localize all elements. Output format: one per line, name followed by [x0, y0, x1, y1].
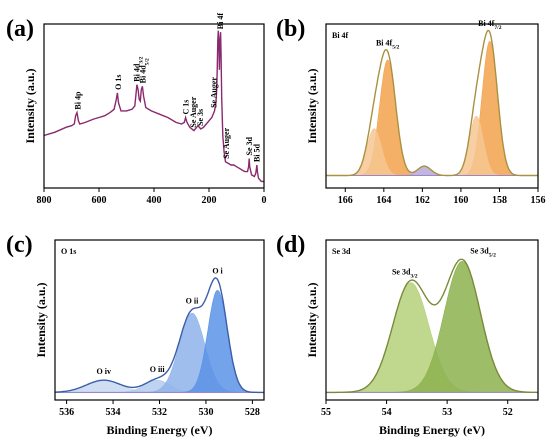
x-tick-label-c-2: 532 [152, 407, 167, 418]
plot-frame-d [325, 239, 539, 401]
x-tick-label-c-4: 528 [245, 407, 260, 418]
x-tick-label-d-2: 53 [442, 407, 452, 418]
panel-d: (d) 55 54 53 52 Binding Energy (eV) Intensity … [276, 232, 539, 437]
y-axis-label-c: Intensity (a.u.) [34, 282, 48, 357]
fit-peak-b-3 [326, 40, 538, 176]
annotation-d-1: Se 3d5/2 [470, 246, 496, 258]
plot-frame-b [325, 23, 539, 189]
fit-peak-b-0 [326, 59, 538, 176]
x-tick-label-d-3: 52 [503, 407, 513, 418]
plot-area-d [326, 258, 538, 394]
plot-area-b [326, 29, 538, 177]
plot-area-c [55, 277, 264, 394]
annotation-b-0: Bi 4f5/2 [376, 38, 400, 50]
x-tick-label-b-5: 156 [531, 195, 546, 206]
panel-label-b: (b) [276, 16, 305, 42]
fit-peak-d-1 [326, 261, 538, 393]
panel-c: (c) 536 534 532 530 528 Binding Energy (eV) Int… [6, 232, 265, 437]
x-tick-label-d-1: 54 [382, 407, 392, 418]
panel-b: (b) 166 164 162 160 158 156 Intensity (a.u.) Bi … [276, 16, 546, 206]
panel-a: (a) 800 600 400 200 0 Intensity (a.u.) Bi 4p O 1… [6, 13, 267, 206]
annotation-a-9: Se Auger [222, 127, 231, 158]
panel-label-c: (c) [6, 232, 33, 258]
envelope-line-c [55, 277, 264, 394]
y-axis-label-a: Intensity (a.u.) [23, 68, 37, 143]
x-tick-label-b-4: 158 [492, 195, 507, 206]
x-tick-label-c-1: 534 [106, 407, 121, 418]
x-tick-label-a-2: 400 [147, 195, 162, 206]
x-axis-label-c: Binding Energy (eV) [106, 423, 212, 437]
panel-title-d: Se 3d [332, 247, 351, 256]
annotation-d-0: Se 3d3/2 [392, 267, 418, 279]
annotation-b-1: Bi 4f7/2 [478, 19, 502, 31]
annotation-c-3: O i [212, 267, 223, 276]
y-axis-label-b: Intensity (a.u.) [305, 68, 319, 143]
x-tick-label-b-0: 166 [338, 195, 353, 206]
x-tick-label-c-0: 536 [59, 407, 74, 418]
panel-title-c: O 1s [61, 247, 76, 256]
x-tick-label-b-2: 162 [415, 195, 430, 206]
x-tick-label-b-3: 160 [453, 195, 468, 206]
x-tick-label-b-1: 164 [376, 195, 391, 206]
y-axis-label-d: Intensity (a.u.) [305, 282, 319, 357]
annotation-a-4: C 1s [182, 100, 191, 115]
x-tick-label-a-1: 600 [92, 195, 107, 206]
x-tick-label-a-0: 800 [37, 195, 52, 206]
x-tick-label-c-3: 530 [198, 407, 213, 418]
annotation-a-8: Bi 4f [216, 13, 225, 30]
x-axis-label-d: Binding Energy (eV) [379, 423, 485, 437]
panel-label-d: (d) [276, 232, 305, 258]
envelope-line-b [326, 29, 538, 177]
annotation-c-0: O iv [97, 367, 111, 376]
annotation-a-10: Se 3d [245, 136, 254, 155]
annotation-c-1: O iii [150, 365, 166, 374]
envelope-line-d [326, 258, 538, 394]
annotation-a-11: Bi 5d [253, 143, 262, 162]
plot-area-a [44, 30, 264, 183]
annotation-a-7: Se Auger [210, 77, 219, 108]
annotation-a-5: Se Auger [189, 96, 198, 127]
survey-spectrum-line [44, 30, 264, 183]
x-tick-label-a-4: 0 [262, 195, 267, 206]
panel-label-a: (a) [6, 16, 34, 42]
x-tick-label-d-0: 55 [321, 407, 331, 418]
annotation-a-1: O 1s [114, 75, 123, 90]
x-tick-label-a-3: 200 [202, 195, 217, 206]
panel-title-b: Bi 4f [332, 31, 349, 40]
annotation-c-2: O ii [186, 297, 199, 306]
annotation-a-0: Bi 4p [73, 91, 82, 110]
annotation-a-6: Se 3s [196, 109, 205, 126]
